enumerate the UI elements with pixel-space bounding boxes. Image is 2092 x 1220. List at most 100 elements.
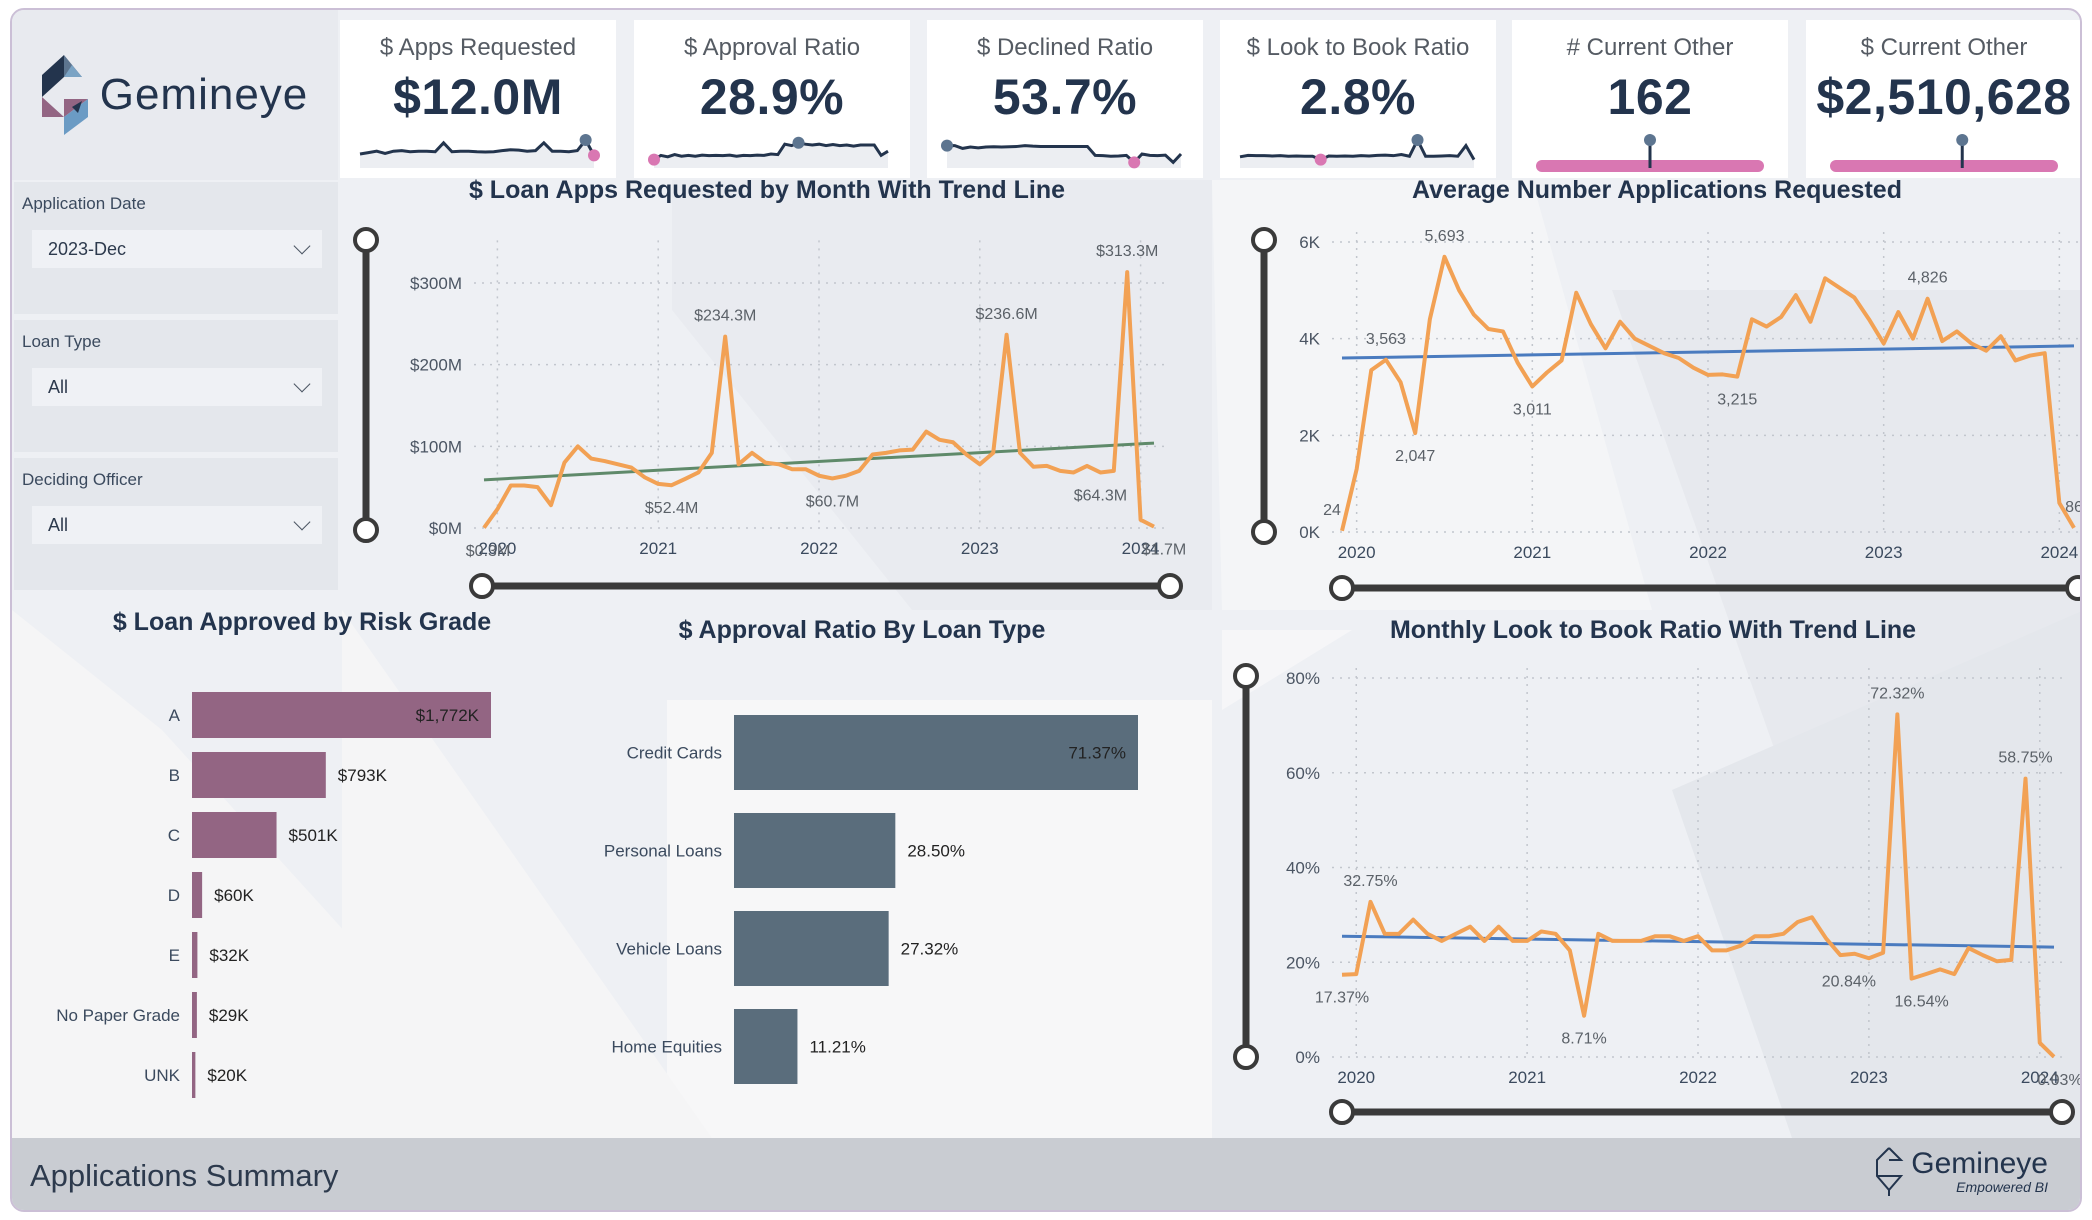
data-point[interactable] <box>521 483 527 489</box>
vertical-range-slider-handle-end[interactable] <box>1233 1044 1259 1070</box>
data-point[interactable] <box>1966 945 1972 951</box>
vertical-range-slider-handle-end[interactable] <box>1251 519 1277 545</box>
data-point[interactable] <box>1880 950 1886 956</box>
data-point[interactable] <box>602 458 608 464</box>
bar[interactable] <box>192 812 277 858</box>
data-point[interactable] <box>1705 372 1711 378</box>
data-point[interactable] <box>1923 971 1929 977</box>
data-point[interactable] <box>1354 466 1360 472</box>
data-point[interactable] <box>1809 914 1815 920</box>
data-point[interactable] <box>655 481 661 487</box>
data-point[interactable] <box>1500 328 1506 334</box>
bar[interactable] <box>192 752 326 798</box>
data-point[interactable] <box>1881 341 1887 347</box>
data-point[interactable] <box>1538 928 1544 934</box>
bar[interactable] <box>734 715 1138 790</box>
vertical-range-slider-handle-start[interactable] <box>353 227 379 253</box>
data-point[interactable] <box>682 476 688 482</box>
data-point[interactable] <box>1553 931 1559 937</box>
data-point[interactable] <box>1795 919 1801 925</box>
data-point[interactable] <box>1097 469 1103 475</box>
data-point[interactable] <box>1690 365 1696 371</box>
data-point[interactable] <box>829 475 835 481</box>
data-point[interactable] <box>762 460 768 466</box>
data-point[interactable] <box>1778 314 1784 320</box>
data-point[interactable] <box>1111 468 1117 474</box>
horizontal-range-slider-handle-start[interactable] <box>1329 1099 1355 1125</box>
vertical-range-slider-handle-start[interactable] <box>1251 227 1277 253</box>
data-point[interactable] <box>1925 296 1931 302</box>
application-date-dropdown[interactable]: 2023-Dec <box>32 230 322 268</box>
data-point[interactable] <box>1481 938 1487 944</box>
data-point[interactable] <box>1544 370 1550 376</box>
data-point[interactable] <box>1749 316 1755 322</box>
data-point[interactable] <box>1652 933 1658 939</box>
bar[interactable] <box>192 992 197 1038</box>
horizontal-range-slider-handle-start[interactable] <box>469 573 495 599</box>
data-point[interactable] <box>1894 711 1900 717</box>
data-point[interactable] <box>1559 357 1565 363</box>
data-point[interactable] <box>1939 338 1945 344</box>
data-point[interactable] <box>1954 328 1960 334</box>
data-point[interactable] <box>1969 341 1975 347</box>
data-point[interactable] <box>1837 285 1843 291</box>
horizontal-range-slider-handle-end[interactable] <box>2065 575 2082 601</box>
data-point[interactable] <box>856 468 862 474</box>
data-point[interactable] <box>1681 938 1687 944</box>
data-point[interactable] <box>736 461 742 467</box>
data-point[interactable] <box>1851 295 1857 301</box>
data-point[interactable] <box>1084 463 1090 469</box>
horizontal-range-slider-handle-end[interactable] <box>2049 1099 2075 1125</box>
data-point[interactable] <box>1793 292 1799 298</box>
data-point[interactable] <box>1807 319 1813 325</box>
data-point[interactable] <box>2027 353 2033 359</box>
data-point[interactable] <box>1424 931 1430 937</box>
data-point[interactable] <box>1822 275 1828 281</box>
data-point[interactable] <box>1057 468 1063 474</box>
data-point[interactable] <box>1030 464 1036 470</box>
data-point[interactable] <box>1638 938 1644 944</box>
vertical-range-slider-handle-start[interactable] <box>1233 663 1259 689</box>
data-point[interactable] <box>843 473 849 479</box>
data-point[interactable] <box>1398 379 1404 385</box>
bar[interactable] <box>192 1052 196 1098</box>
data-point[interactable] <box>1646 343 1652 349</box>
data-point[interactable] <box>1410 917 1416 923</box>
data-point[interactable] <box>1581 1013 1587 1019</box>
data-point[interactable] <box>1496 924 1502 930</box>
data-point[interactable] <box>1471 312 1477 318</box>
data-point[interactable] <box>1004 332 1010 338</box>
bar[interactable] <box>192 932 198 978</box>
data-point[interactable] <box>1937 966 1943 972</box>
data-point[interactable] <box>1573 290 1579 296</box>
data-point[interactable] <box>789 466 795 472</box>
data-point[interactable] <box>1529 383 1535 389</box>
data-point[interactable] <box>535 484 541 490</box>
data-point[interactable] <box>1709 947 1715 953</box>
vertical-range-slider-handle-end[interactable] <box>353 517 379 543</box>
data-point[interactable] <box>1723 947 1729 953</box>
data-point[interactable] <box>669 482 675 488</box>
data-point[interactable] <box>494 506 500 512</box>
data-point[interactable] <box>977 461 983 467</box>
data-point[interactable] <box>1720 371 1726 377</box>
data-point[interactable] <box>1138 517 1144 523</box>
data-point[interactable] <box>548 502 554 508</box>
data-point[interactable] <box>1823 936 1829 942</box>
data-point[interactable] <box>1764 324 1770 330</box>
data-point[interactable] <box>1017 450 1023 456</box>
data-point[interactable] <box>508 483 514 489</box>
data-point[interactable] <box>2023 776 2029 782</box>
data-point[interactable] <box>2008 957 2014 963</box>
data-point[interactable] <box>1453 931 1459 937</box>
data-point[interactable] <box>2042 350 2048 356</box>
bar[interactable] <box>734 813 896 888</box>
data-point[interactable] <box>870 452 876 458</box>
data-point[interactable] <box>963 452 969 458</box>
data-point[interactable] <box>883 450 889 456</box>
data-point[interactable] <box>1412 430 1418 436</box>
data-point[interactable] <box>2037 1040 2043 1046</box>
bar[interactable] <box>192 692 491 738</box>
data-point[interactable] <box>2056 500 2062 506</box>
data-point[interactable] <box>1339 972 1345 978</box>
